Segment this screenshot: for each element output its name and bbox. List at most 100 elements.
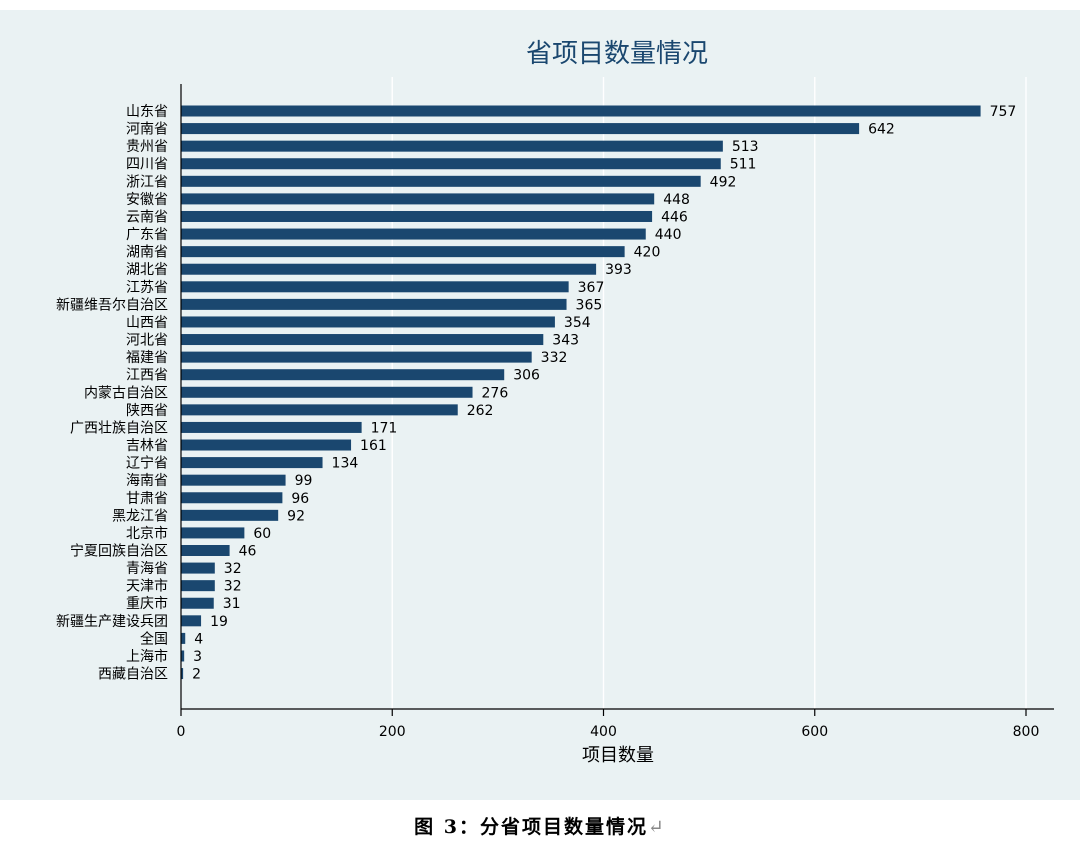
bar-11 [181,298,567,310]
value-label: 367 [578,280,605,296]
category-label: 黑龙江省 [112,508,168,524]
value-label: 31 [223,596,241,612]
value-label: 440 [655,227,682,243]
bar-26 [181,562,215,574]
value-label: 306 [513,368,540,384]
bar-24 [181,527,245,539]
value-label: 448 [663,192,690,208]
bar-8 [181,246,625,258]
category-label: 安徽省 [126,192,168,208]
category-label: 山西省 [126,315,168,331]
bar-7 [181,228,646,240]
bar-30 [181,632,186,644]
category-label: 内蒙古自治区 [84,385,168,401]
caption-text: 图 3：分省项目数量情况 [414,816,648,838]
category-label: 广东省 [126,227,168,243]
bar-20 [181,457,323,469]
category-label: 西藏自治区 [98,667,168,683]
value-label: 46 [239,544,257,560]
category-label: 天津市 [126,578,168,595]
category-label: 湖南省 [126,245,168,261]
figure-caption: 图 3：分省项目数量情况↵ [0,812,1080,839]
axes: 0 200 400 600 800 [177,84,1054,740]
category-label: 北京市 [126,525,168,542]
category-label: 甘肃省 [126,491,168,507]
bar-3 [181,158,721,170]
bar-21 [181,474,286,486]
bar-29 [181,615,202,627]
bar-12 [181,316,555,328]
value-label: 513 [732,139,759,155]
value-label: 134 [332,456,359,472]
bar-16 [181,386,473,398]
category-label: 广西壮族自治区 [70,420,168,436]
category-label: 吉林省 [126,438,168,454]
value-label: 332 [541,350,568,366]
category-label: 福建省 [126,350,168,366]
bar-2 [181,140,723,152]
x-tick-label: 800 [1013,724,1040,740]
category-label: 山东省 [126,104,168,120]
value-label: 642 [868,122,895,138]
x-axis-label: 项目数量 [582,745,654,766]
value-label: 171 [371,420,398,436]
bar-0 [181,105,981,117]
bar-27 [181,580,215,592]
bar-28 [181,597,214,609]
category-label: 四川省 [126,157,168,173]
value-label: 276 [482,385,509,401]
value-label: 354 [564,315,591,331]
value-label: 420 [634,245,661,261]
x-tick-label: 600 [801,724,828,740]
bar-9 [181,263,597,275]
category-label: 浙江省 [126,174,168,190]
category-label: 宁夏回族自治区 [70,543,168,560]
value-label: 99 [295,473,313,489]
bar-14 [181,351,532,363]
category-label: 新疆生产建设兵团 [56,614,168,630]
value-label: 492 [710,174,737,190]
value-label: 19 [210,614,228,630]
category-label: 江苏省 [126,280,168,296]
bar-6 [181,210,653,222]
value-label: 60 [253,526,271,542]
value-label: 393 [605,262,632,278]
value-label: 3 [193,649,202,665]
category-label: 陕西省 [126,403,168,419]
value-label: 365 [576,297,603,313]
return-mark: ↵ [647,816,666,838]
category-label: 河北省 [126,333,168,349]
bar-10 [181,281,569,293]
category-label: 湖北省 [126,262,168,278]
x-tick-label: 200 [379,724,406,740]
x-tick-label: 400 [590,724,617,740]
bar-18 [181,421,362,433]
chart-title: 省项目数量情况 [526,39,708,69]
value-label: 446 [661,209,688,225]
bar-5 [181,193,655,205]
category-label: 全国 [140,630,168,647]
category-label: 云南省 [126,209,168,225]
bar-22 [181,492,283,504]
value-label: 511 [730,157,757,173]
category-label: 贵州省 [126,139,168,155]
bar-19 [181,439,352,451]
value-label: 4 [194,631,203,647]
category-label: 河南省 [126,122,168,138]
bar-13 [181,334,544,346]
bar-32 [181,668,184,680]
value-label: 262 [467,403,494,419]
value-label: 2 [192,667,201,683]
bar-17 [181,404,458,416]
category-label: 海南省 [126,473,168,489]
value-label: 757 [990,104,1017,120]
category-label: 青海省 [126,561,168,577]
category-label: 江西省 [126,368,168,384]
value-label: 92 [287,508,305,524]
category-label: 上海市 [126,648,168,665]
value-label: 96 [291,491,309,507]
category-label: 重庆市 [126,595,168,612]
bar-4 [181,175,701,187]
bar-25 [181,545,230,556]
